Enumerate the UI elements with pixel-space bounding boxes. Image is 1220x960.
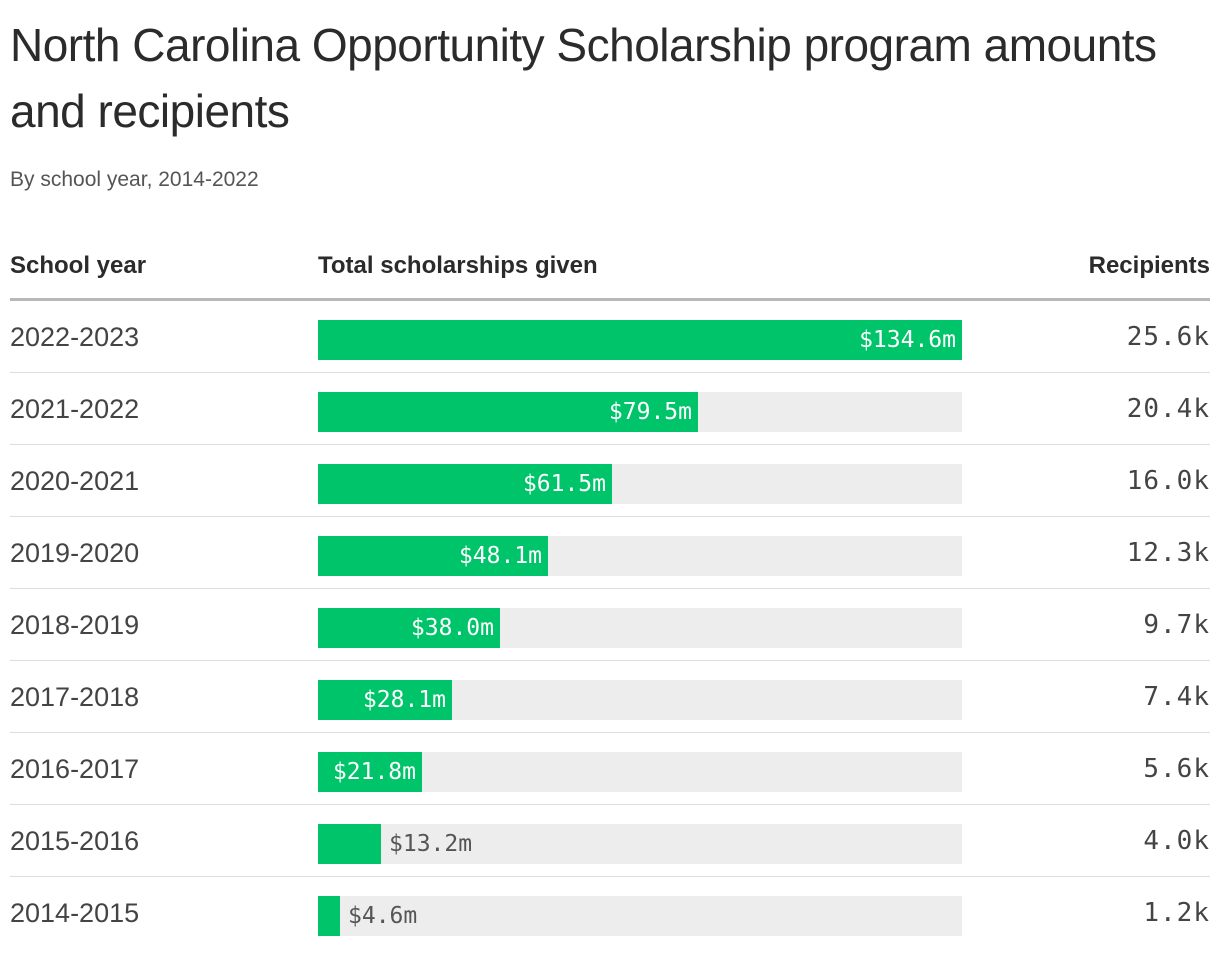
bar-value-label: $4.6m <box>348 903 418 929</box>
recipients-value: 25.6k <box>1126 322 1210 352</box>
bar-track: $48.1m <box>318 536 962 576</box>
bar-track: $28.1m <box>318 680 962 720</box>
scholarship-bar <box>318 824 381 864</box>
chart-subtitle: By school year, 2014-2022 <box>10 168 259 191</box>
row-divider <box>10 372 1210 373</box>
scholarship-bar <box>318 320 962 360</box>
bar-track: $134.6m <box>318 320 962 360</box>
school-year-label: 2020-2021 <box>10 466 140 496</box>
scholarship-bar <box>318 608 500 648</box>
row-divider <box>10 660 1210 661</box>
bar-value-label: $38.0m <box>410 615 494 641</box>
column-header-school-year: School year <box>10 252 147 279</box>
row-divider <box>10 732 1210 733</box>
school-year-label: 2019-2020 <box>10 538 140 568</box>
column-header-total-scholarships: Total scholarships given <box>318 252 598 279</box>
row-divider <box>10 516 1210 517</box>
school-year-label: 2021-2022 <box>10 394 140 424</box>
table-row: 2018-2019 $38.0m 9.7k <box>0 589 1220 661</box>
school-year-label: 2014-2015 <box>10 898 140 928</box>
column-header-recipients: Recipients <box>1088 252 1210 279</box>
school-year-label: 2017-2018 <box>10 682 140 712</box>
recipients-value: 20.4k <box>1126 394 1210 424</box>
bar-track: $13.2m <box>318 824 962 864</box>
scholarship-bar <box>318 536 548 576</box>
recipients-value: 9.7k <box>1143 610 1210 640</box>
table-row: 2020-2021 $61.5m 16.0k <box>0 445 1220 517</box>
table-row: 2015-2016 $13.2m 4.0k <box>0 805 1220 877</box>
row-divider <box>10 876 1210 877</box>
scholarship-bar <box>318 752 422 792</box>
table-row: 2016-2017 $21.8m 5.6k <box>0 733 1220 805</box>
school-year-label: 2018-2019 <box>10 610 140 640</box>
bar-value-label: $79.5m <box>608 399 692 425</box>
bar-value-label: $28.1m <box>362 687 446 713</box>
row-divider <box>10 804 1210 805</box>
bar-table: 2022-2023 $134.6m 25.6k 2021-2022 $79.5m 20.4… <box>0 301 1220 951</box>
bar-value-label: $134.6m <box>859 327 956 353</box>
recipients-value: 1.2k <box>1143 898 1210 928</box>
chart-title: North Carolina Opportunity Scholarship p… <box>10 19 1157 137</box>
recipients-value: 16.0k <box>1126 466 1210 496</box>
school-year-label: 2015-2016 <box>10 826 140 856</box>
table-row: 2019-2020 $48.1m 12.3k <box>0 517 1220 589</box>
table-row: 2014-2015 $4.6m 1.2k <box>0 877 1220 949</box>
row-divider <box>10 444 1210 445</box>
recipients-value: 5.6k <box>1143 754 1210 784</box>
table-row: 2022-2023 $134.6m 25.6k <box>0 301 1220 373</box>
bar-value-label: $61.5m <box>522 471 606 497</box>
bar-track: $38.0m <box>318 608 962 648</box>
bar-track: $21.8m <box>318 752 962 792</box>
recipients-value: 12.3k <box>1126 538 1210 568</box>
scholarship-bar <box>318 680 452 720</box>
table-row: 2021-2022 $79.5m 20.4k <box>0 373 1220 445</box>
bar-value-label: $13.2m <box>389 831 473 857</box>
bar-value-label: $48.1m <box>458 543 542 569</box>
scholarship-bar <box>318 896 340 936</box>
school-year-label: 2022-2023 <box>10 322 140 352</box>
bar-track: $4.6m <box>318 896 962 936</box>
recipients-value: 7.4k <box>1143 682 1210 712</box>
scholarship-bar <box>318 464 612 504</box>
table-row: 2017-2018 $28.1m 7.4k <box>0 661 1220 733</box>
bar-track: $79.5m <box>318 392 962 432</box>
bar-track: $61.5m <box>318 464 962 504</box>
header-divider <box>10 298 1210 301</box>
row-divider <box>10 588 1210 589</box>
bar-value-label: $21.8m <box>332 759 416 785</box>
scholarship-bar <box>318 392 698 432</box>
school-year-label: 2016-2017 <box>10 754 140 784</box>
recipients-value: 4.0k <box>1143 826 1210 856</box>
